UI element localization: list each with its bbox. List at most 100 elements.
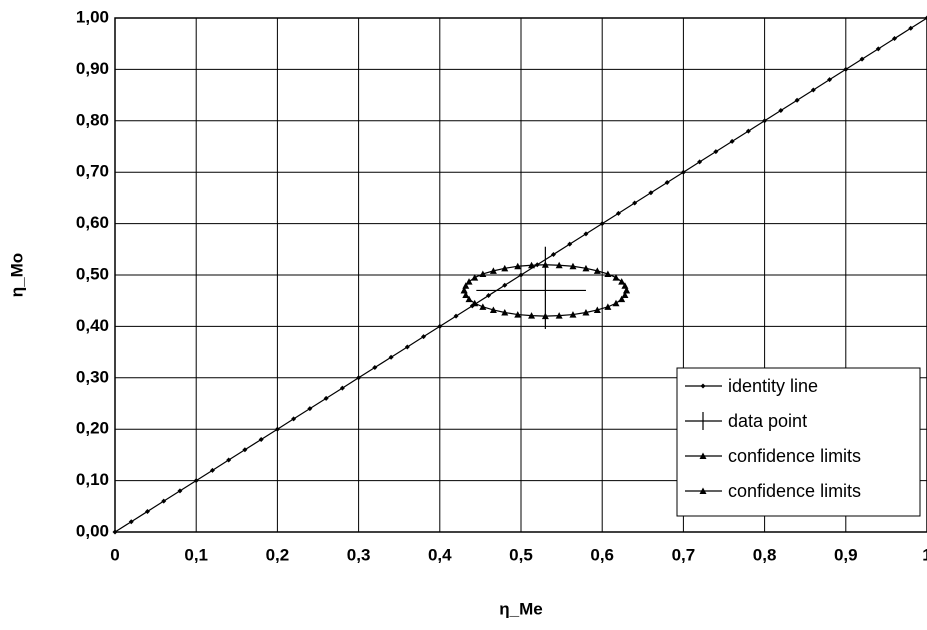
marker bbox=[421, 334, 427, 340]
y-tick-label: 0,00 bbox=[76, 521, 109, 540]
marker bbox=[664, 179, 670, 185]
marker bbox=[514, 311, 522, 318]
x-axis-label: η_Me bbox=[499, 599, 542, 618]
marker bbox=[593, 267, 601, 274]
marker bbox=[486, 293, 492, 299]
x-tick-label: 0,6 bbox=[590, 545, 614, 564]
marker bbox=[274, 426, 280, 432]
plot-border bbox=[114, 17, 927, 533]
marker bbox=[569, 311, 577, 318]
marker bbox=[128, 519, 134, 525]
marker bbox=[112, 529, 118, 535]
marker bbox=[843, 66, 849, 72]
legend-label: confidence limits bbox=[728, 446, 861, 466]
marker bbox=[528, 261, 536, 269]
marker bbox=[762, 118, 768, 124]
marker bbox=[502, 282, 508, 288]
marker bbox=[462, 291, 470, 299]
marker bbox=[258, 436, 264, 442]
marker bbox=[465, 278, 473, 285]
marker bbox=[599, 221, 605, 227]
marker bbox=[339, 385, 345, 391]
y-axis-label: η_Mo bbox=[7, 253, 26, 297]
marker bbox=[471, 299, 479, 307]
x-tick-label: 0 bbox=[110, 545, 119, 564]
marker bbox=[501, 264, 509, 272]
y-tick-label: 0,90 bbox=[76, 59, 109, 78]
marker bbox=[621, 291, 629, 299]
marker bbox=[648, 190, 654, 196]
marker bbox=[699, 452, 707, 459]
legend-label: confidence limits bbox=[728, 481, 861, 501]
marker bbox=[356, 375, 362, 381]
marker bbox=[489, 267, 497, 274]
marker bbox=[618, 295, 626, 303]
marker bbox=[528, 312, 536, 319]
marker bbox=[745, 128, 751, 134]
marker bbox=[177, 488, 183, 494]
marker bbox=[437, 323, 443, 329]
marker bbox=[612, 274, 620, 281]
marker bbox=[501, 309, 509, 316]
marker bbox=[404, 344, 410, 350]
marker bbox=[623, 286, 631, 294]
marker bbox=[604, 303, 612, 310]
marker bbox=[518, 272, 524, 278]
x-tick-label: 0,4 bbox=[428, 545, 452, 564]
legend-label: identity line bbox=[728, 376, 818, 396]
marker bbox=[193, 478, 199, 484]
x-tick-label: 0,8 bbox=[753, 545, 777, 564]
marker bbox=[226, 457, 232, 463]
marker bbox=[632, 200, 638, 206]
marker bbox=[567, 241, 573, 247]
marker bbox=[555, 261, 563, 269]
marker bbox=[859, 56, 865, 62]
y-tick-label: 0,70 bbox=[76, 162, 109, 181]
y-tick-label: 0,10 bbox=[76, 470, 109, 489]
x-tick-label: 0,5 bbox=[509, 545, 533, 564]
marker bbox=[323, 395, 329, 401]
marker bbox=[242, 447, 248, 453]
marker bbox=[307, 406, 313, 412]
y-tick-label: 1,00 bbox=[76, 7, 109, 26]
marker bbox=[489, 306, 497, 313]
y-tick-label: 0,60 bbox=[76, 213, 109, 232]
marker bbox=[697, 159, 703, 165]
marker bbox=[569, 262, 577, 270]
marker bbox=[582, 309, 590, 316]
marker bbox=[875, 46, 881, 52]
marker bbox=[713, 149, 719, 155]
marker bbox=[144, 508, 150, 514]
marker bbox=[612, 299, 620, 307]
marker bbox=[827, 77, 833, 83]
marker bbox=[892, 36, 898, 42]
marker bbox=[924, 15, 927, 21]
legend-label: data point bbox=[728, 411, 807, 431]
y-tick-label: 0,30 bbox=[76, 367, 109, 386]
marker bbox=[593, 306, 601, 313]
marker bbox=[514, 262, 522, 270]
x-tick-label: 0,7 bbox=[672, 545, 696, 564]
marker bbox=[615, 210, 621, 216]
marker bbox=[699, 487, 707, 494]
y-tick-label: 0,20 bbox=[76, 419, 109, 438]
marker bbox=[794, 97, 800, 103]
marker bbox=[541, 312, 549, 320]
marker bbox=[479, 270, 487, 277]
marker bbox=[555, 312, 563, 319]
marker bbox=[479, 303, 487, 310]
marker bbox=[388, 354, 394, 360]
y-tick-label: 0,80 bbox=[76, 110, 109, 129]
marker bbox=[604, 270, 612, 277]
y-tick-label: 0,40 bbox=[76, 316, 109, 335]
marker bbox=[680, 169, 686, 175]
y-tick-label: 0,50 bbox=[76, 264, 109, 283]
x-tick-label: 0,3 bbox=[347, 545, 371, 564]
marker bbox=[700, 383, 706, 389]
marker bbox=[550, 251, 556, 257]
marker bbox=[583, 231, 589, 237]
marker bbox=[161, 498, 167, 504]
marker bbox=[618, 278, 626, 285]
marker bbox=[810, 87, 816, 93]
